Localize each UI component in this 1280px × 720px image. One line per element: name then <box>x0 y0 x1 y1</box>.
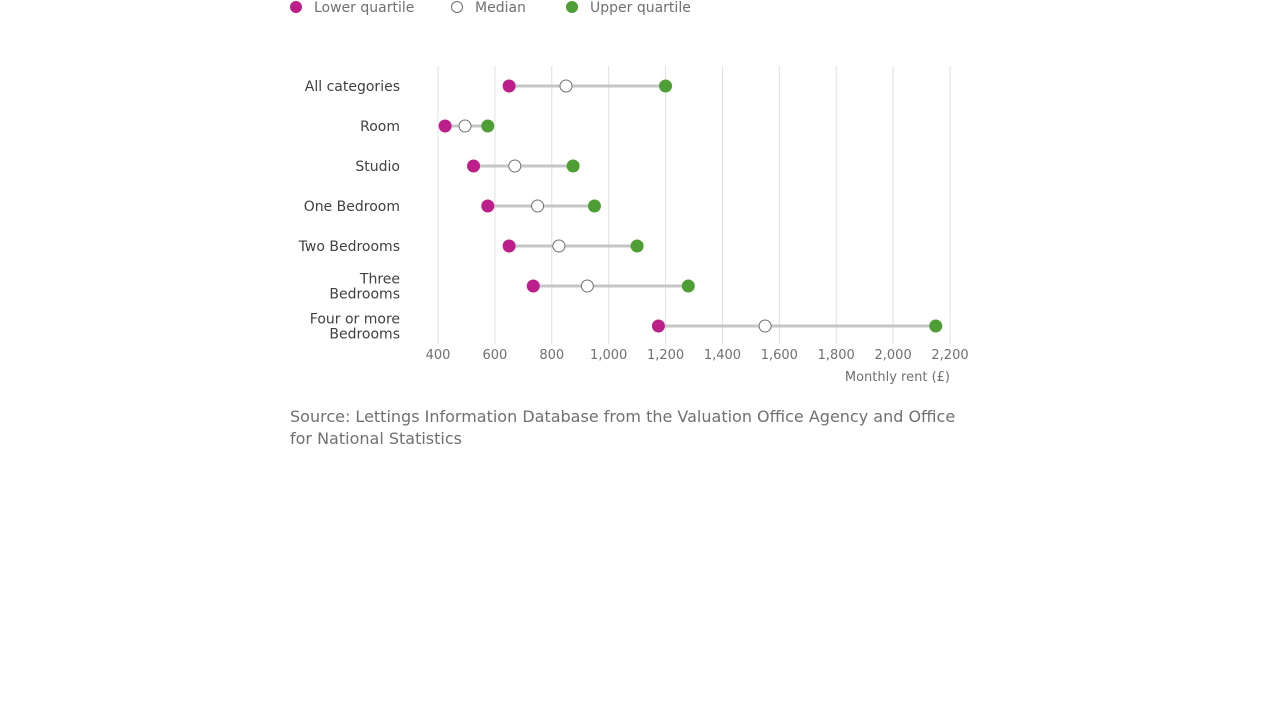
median-dot <box>758 319 772 333</box>
x-tick-label: 800 <box>539 348 564 363</box>
upper-dot <box>929 319 943 333</box>
category-label: One Bedroom <box>304 199 400 215</box>
upper-dot <box>481 119 495 133</box>
source-note: Source: Lettings Information Database fr… <box>290 407 956 448</box>
category-label: Two Bedrooms <box>298 239 400 255</box>
x-axis-title: Monthly rent (£) <box>845 370 950 385</box>
x-tick-label: 1,600 <box>761 348 798 363</box>
median-dot <box>458 119 472 133</box>
legend-median-marker <box>451 1 463 13</box>
legend-lower-label: Lower quartile <box>314 0 414 16</box>
x-tick-label: 1,200 <box>647 348 684 363</box>
median-dot <box>508 159 522 173</box>
x-tick-label: 400 <box>426 348 451 363</box>
dot-range-chart: Lower quartile Median Upper quartile 400 600… <box>290 0 969 385</box>
category-label: Four or more Bedrooms <box>310 312 400 343</box>
upper-dot <box>587 199 601 213</box>
category-label: Studio <box>355 159 400 175</box>
x-tick-label: 1,000 <box>590 348 627 363</box>
lower-dot <box>526 279 540 293</box>
category-label: Room <box>360 119 400 135</box>
median-dot <box>552 239 566 253</box>
median-dot <box>531 199 545 213</box>
x-tick-label: 1,400 <box>704 348 741 363</box>
x-tick-label: 2,200 <box>931 348 968 363</box>
lower-dot <box>467 159 481 173</box>
lower-dot <box>502 79 516 93</box>
legend-upper-label: Upper quartile <box>590 0 691 16</box>
upper-dot <box>566 159 580 173</box>
lower-dot <box>481 199 495 213</box>
category-label: Three Bedrooms <box>329 272 400 303</box>
category-label: All categories <box>305 79 400 95</box>
legend-lower-marker <box>290 1 302 13</box>
upper-dot <box>681 279 695 293</box>
legend-upper-marker <box>566 1 578 13</box>
x-tick-label: 2,000 <box>875 348 912 363</box>
lower-dot <box>651 319 665 333</box>
upper-dot <box>659 79 673 93</box>
upper-dot <box>630 239 644 253</box>
lower-dot <box>502 239 516 253</box>
lower-dot <box>438 119 452 133</box>
legend-median-label: Median <box>475 0 526 16</box>
median-dot <box>559 79 573 93</box>
x-tick-label: 600 <box>482 348 507 363</box>
median-dot <box>580 279 594 293</box>
x-tick-label: 1,800 <box>818 348 855 363</box>
